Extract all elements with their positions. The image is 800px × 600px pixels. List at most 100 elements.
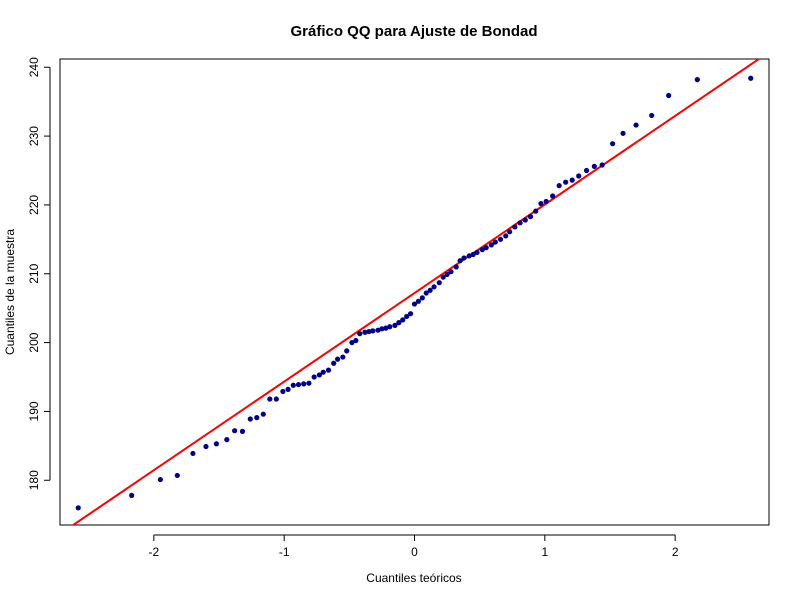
- data-point: [316, 372, 322, 378]
- data-point: [407, 311, 414, 317]
- data-point: [427, 287, 433, 293]
- data-point: [357, 331, 363, 337]
- data-point: [267, 396, 273, 402]
- data-point: [556, 183, 562, 189]
- data-point: [213, 441, 219, 447]
- data-point: [232, 428, 238, 434]
- data-point: [466, 253, 472, 259]
- data-point: [550, 193, 556, 199]
- data-point: [461, 255, 467, 261]
- y-tick-label: 220: [27, 195, 41, 215]
- data-point: [599, 162, 605, 168]
- data-point: [157, 476, 163, 483]
- x-tick-label: 1: [541, 545, 548, 559]
- data-point: [375, 327, 381, 333]
- data-point: [349, 339, 355, 346]
- data-point: [290, 382, 296, 388]
- data-point: [366, 328, 372, 335]
- data-point: [666, 92, 672, 99]
- y-tick-label: 230: [27, 126, 41, 146]
- data-point: [335, 356, 341, 362]
- data-point: [633, 122, 639, 128]
- data-point: [331, 360, 337, 366]
- data-point: [522, 217, 528, 223]
- data-point: [353, 337, 359, 344]
- y-tick-label: 210: [27, 263, 41, 283]
- data-point: [344, 348, 350, 354]
- data-point: [583, 167, 590, 174]
- data-point: [527, 214, 534, 220]
- data-point: [591, 163, 597, 169]
- data-point: [512, 224, 518, 230]
- data-point: [453, 264, 459, 270]
- data-point: [543, 198, 549, 205]
- data-point: [431, 284, 437, 290]
- y-tick-label: 180: [27, 470, 41, 490]
- plot-frame: [59, 58, 770, 526]
- data-point: [260, 411, 266, 417]
- x-tick-label: 0: [411, 545, 418, 559]
- data-point: [203, 443, 209, 450]
- data-point: [444, 271, 450, 278]
- data-point: [129, 492, 135, 499]
- qq-reference-line: [71, 59, 761, 525]
- data-point: [340, 354, 346, 360]
- data-point: [533, 208, 539, 214]
- data-point: [404, 313, 410, 320]
- data-point: [423, 290, 429, 296]
- data-point: [483, 245, 489, 251]
- data-point: [538, 200, 544, 207]
- data-point: [457, 258, 463, 264]
- y-axis-label: Cuantiles de la muestra: [3, 229, 17, 355]
- data-point: [301, 381, 307, 387]
- data-point: [383, 325, 389, 331]
- x-tick-label: -1: [279, 545, 290, 559]
- data-point: [379, 326, 385, 332]
- data-point: [694, 77, 700, 83]
- data-point: [474, 249, 480, 256]
- data-point: [440, 274, 446, 280]
- data-point: [295, 381, 302, 388]
- data-point: [362, 329, 368, 335]
- y-axis: 180 190 200 210 220 230 240: [27, 57, 51, 490]
- data-point: [563, 179, 569, 185]
- y-tick-label: 240: [27, 57, 41, 77]
- data-point: [273, 396, 279, 402]
- x-axis: -2 -1 0 1 2: [149, 534, 679, 559]
- data-point: [448, 269, 454, 275]
- data-point: [306, 380, 312, 386]
- data-point: [320, 369, 326, 375]
- chart-title: Gráfico QQ para Ajuste de Bondad: [291, 23, 538, 40]
- data-point: [517, 220, 523, 226]
- data-point: [507, 229, 513, 235]
- data-point: [280, 388, 286, 395]
- data-point: [492, 239, 498, 245]
- data-point: [569, 177, 575, 183]
- data-point: [400, 317, 406, 323]
- data-point: [576, 173, 582, 179]
- data-point: [239, 428, 246, 434]
- data-point: [75, 505, 81, 511]
- data-point: [649, 112, 655, 119]
- data-point: [224, 437, 230, 443]
- data-point: [497, 236, 504, 242]
- data-point: [610, 141, 616, 147]
- data-point: [190, 450, 196, 457]
- data-point: [415, 298, 422, 304]
- y-tick-label: 190: [27, 401, 41, 421]
- data-point: [254, 415, 260, 421]
- data-point: [387, 324, 393, 330]
- data-point: [419, 295, 425, 301]
- data-point: [325, 367, 332, 373]
- data-point: [174, 472, 180, 479]
- y-tick-label: 200: [27, 332, 41, 352]
- data-point: [247, 416, 253, 422]
- data-point: [392, 322, 398, 328]
- data-point: [479, 247, 485, 253]
- points-group: [75, 75, 754, 511]
- data-point: [411, 301, 418, 307]
- data-point: [311, 374, 317, 380]
- data-point: [620, 130, 626, 136]
- data-point: [503, 233, 509, 239]
